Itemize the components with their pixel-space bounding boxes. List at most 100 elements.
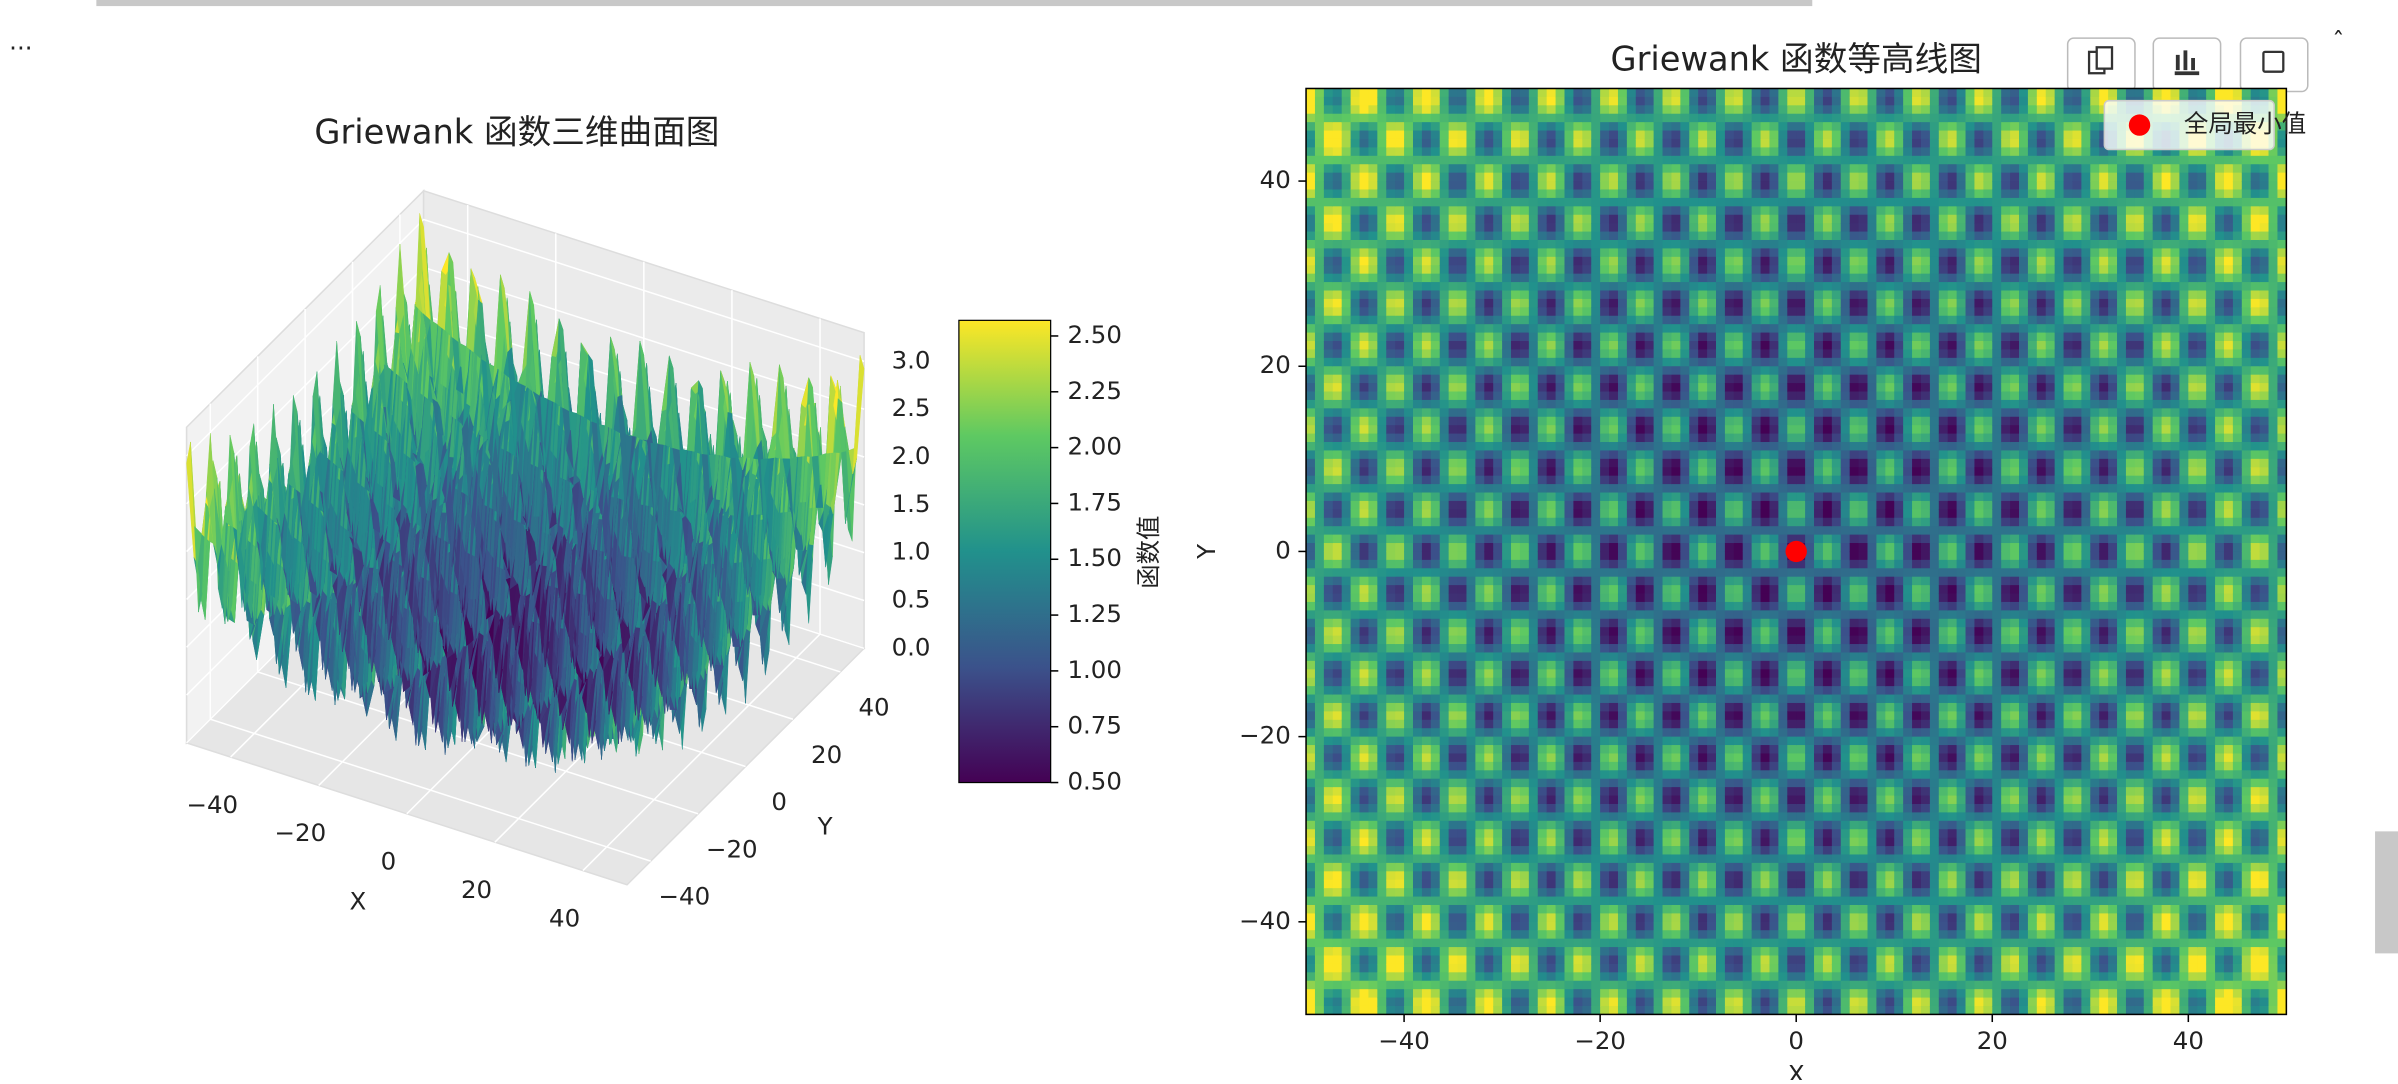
contour-cell bbox=[1324, 703, 1334, 712]
contour-cell bbox=[1404, 526, 1414, 535]
contour-cell bbox=[1386, 947, 1396, 956]
contour-cell bbox=[1368, 863, 1378, 872]
contour-cell bbox=[1306, 375, 1316, 384]
contour-cell bbox=[1306, 349, 1316, 358]
contour-cell bbox=[1333, 787, 1343, 796]
contour-cell bbox=[1324, 324, 1334, 333]
z-tick-label: 0.5 bbox=[892, 585, 931, 614]
contour-cell bbox=[1404, 913, 1414, 922]
contour-cell bbox=[1395, 838, 1405, 847]
contour-cell bbox=[1360, 467, 1370, 476]
contour-cell bbox=[1404, 829, 1414, 838]
contour-cell bbox=[1315, 139, 1325, 148]
contour-cell bbox=[1368, 812, 1378, 821]
contour-cell bbox=[1315, 762, 1325, 771]
contour-cell bbox=[1377, 577, 1387, 586]
contour-cell bbox=[1306, 299, 1316, 308]
contour-cell bbox=[1404, 366, 1414, 375]
contour-cell bbox=[1306, 955, 1316, 964]
contour-cell bbox=[1306, 290, 1316, 299]
contour-cell bbox=[1360, 745, 1370, 754]
contour-cell bbox=[1360, 392, 1370, 401]
contour-cell bbox=[1342, 290, 1352, 299]
contour-cell bbox=[1395, 358, 1405, 367]
contour-cell bbox=[1377, 947, 1387, 956]
contour-cell bbox=[1404, 972, 1414, 981]
contour-cell bbox=[1386, 880, 1396, 889]
contour-cell bbox=[1360, 147, 1370, 156]
contour-cell bbox=[1368, 880, 1378, 889]
contour-cell bbox=[1333, 139, 1343, 148]
contour-cell bbox=[1351, 274, 1361, 283]
contour-cell bbox=[1333, 821, 1343, 830]
contour-cell bbox=[1351, 257, 1361, 266]
contour-cell bbox=[1324, 829, 1334, 838]
contour-cell bbox=[1377, 173, 1387, 182]
contour-cell bbox=[1368, 720, 1378, 729]
contour-cell bbox=[1386, 669, 1396, 678]
contour-cell bbox=[1395, 333, 1405, 342]
contour-cell bbox=[1315, 476, 1325, 485]
contour-cell bbox=[1315, 770, 1325, 779]
contour-cell bbox=[1386, 484, 1396, 493]
contour-cell bbox=[1395, 964, 1405, 973]
contour-cell bbox=[1377, 501, 1387, 510]
contour-cell bbox=[1368, 939, 1378, 948]
contour-cell bbox=[1360, 678, 1370, 687]
contour-cell bbox=[1386, 181, 1396, 190]
contour-cell bbox=[1368, 627, 1378, 636]
contour-cell bbox=[1404, 88, 1414, 97]
contour-cell bbox=[1395, 501, 1405, 510]
contour-cell bbox=[1324, 114, 1334, 123]
contour-cell bbox=[1315, 375, 1325, 384]
contour-cell bbox=[1395, 627, 1405, 636]
contour-cell bbox=[1377, 854, 1387, 863]
contour-cell bbox=[1306, 333, 1316, 342]
contour-cell bbox=[1404, 543, 1414, 552]
contour-cell bbox=[1306, 863, 1316, 872]
contour-cell bbox=[1386, 939, 1396, 948]
contour-cell bbox=[1351, 392, 1361, 401]
contour-cell bbox=[1395, 215, 1405, 224]
contour-cell bbox=[1342, 939, 1352, 948]
contour-cell bbox=[1351, 509, 1361, 518]
contour-cell bbox=[1360, 164, 1370, 173]
contour-cell bbox=[1324, 779, 1334, 788]
contour-cell bbox=[1342, 947, 1352, 956]
contour-cell bbox=[1395, 375, 1405, 384]
contour-cell bbox=[1360, 248, 1370, 257]
contour-cell bbox=[1377, 964, 1387, 973]
contour-cell bbox=[1315, 358, 1325, 367]
contour-cell bbox=[1377, 602, 1387, 611]
contour-cell bbox=[1404, 905, 1414, 914]
contour-cell bbox=[1377, 198, 1387, 207]
contour-cell bbox=[1351, 594, 1361, 603]
contour-cell bbox=[1413, 105, 1423, 114]
contour-cell bbox=[1351, 375, 1361, 384]
side-scrollbar[interactable] bbox=[2375, 831, 2398, 953]
contour-cell bbox=[1377, 863, 1387, 872]
y-tick-label: 40 bbox=[858, 693, 889, 722]
contour-cell bbox=[1333, 829, 1343, 838]
contour-cell bbox=[1404, 678, 1414, 687]
contour-cell bbox=[1360, 307, 1370, 316]
contour-cell bbox=[1386, 543, 1396, 552]
contour-cell bbox=[1360, 131, 1370, 140]
contour-cell bbox=[1360, 863, 1370, 872]
contour-cell bbox=[1368, 307, 1378, 316]
contour-cell bbox=[1351, 122, 1361, 131]
save-button[interactable] bbox=[2240, 38, 2307, 91]
contour-cell bbox=[1395, 821, 1405, 830]
contour-cell bbox=[1395, 880, 1405, 889]
contour-cell bbox=[1351, 114, 1361, 123]
contour-cell bbox=[1386, 636, 1396, 645]
contour-cell bbox=[1395, 812, 1405, 821]
contour-cell bbox=[1395, 989, 1405, 998]
collapse-caret[interactable]: ˆ bbox=[2332, 27, 2344, 56]
contour-cell bbox=[1395, 644, 1405, 653]
contour-cell bbox=[1404, 897, 1414, 906]
contour-cell bbox=[1404, 930, 1414, 939]
contour-cell bbox=[1306, 762, 1316, 771]
contour-cell bbox=[1360, 105, 1370, 114]
top-scrollbar[interactable] bbox=[96, 0, 1812, 6]
